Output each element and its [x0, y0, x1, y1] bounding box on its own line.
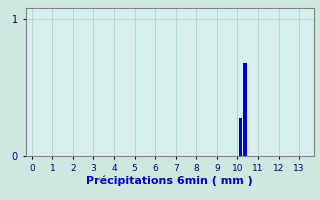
- X-axis label: Précipitations 6min ( mm ): Précipitations 6min ( mm ): [86, 175, 253, 186]
- Bar: [238, 118, 242, 156]
- Bar: [243, 63, 247, 156]
